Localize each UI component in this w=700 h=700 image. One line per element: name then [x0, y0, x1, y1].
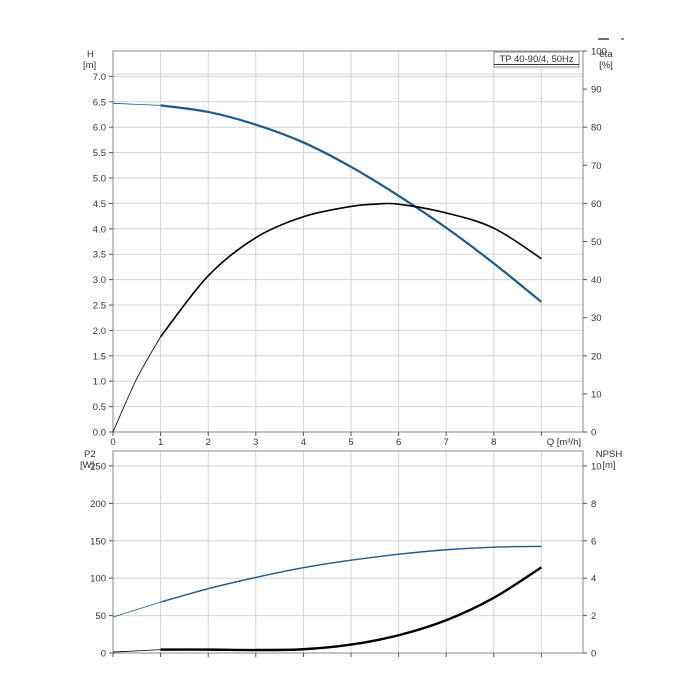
left-axis-title: P2: [84, 449, 96, 460]
left-tick-label: 3.5: [93, 250, 106, 261]
left-tick-label: 5.0: [93, 174, 106, 185]
left-tick-label: 4.5: [93, 199, 106, 210]
x-axis-label: Q [m³/h]: [547, 437, 581, 448]
right-axis-title: NPSH: [596, 449, 623, 460]
x-tick-label: 6: [396, 437, 401, 448]
left-tick-label: 0: [101, 649, 106, 660]
right-tick-label: 2: [591, 611, 596, 622]
left-tick-label: 2.5: [93, 301, 106, 312]
series-line-primary: [160, 104, 543, 303]
x-tick-label: 8: [491, 437, 496, 448]
series-line-primary-start: [112, 601, 161, 618]
right-tick-label: 60: [591, 199, 602, 210]
left-tick-label: 0.0: [93, 428, 106, 439]
left-tick-label: 200: [90, 499, 106, 510]
left-axis-title: H: [87, 49, 94, 60]
x-tick-label: 1: [158, 437, 163, 448]
left-tick-label: 7.0: [93, 72, 106, 83]
x-tick-label: 3: [253, 437, 258, 448]
left-tick-label: 1.5: [93, 351, 106, 362]
left-tick-label: 50: [95, 611, 106, 622]
series-line-secondary-start: [112, 649, 161, 653]
right-tick-label: 0: [591, 428, 596, 439]
right-tick-label: 70: [591, 161, 602, 172]
left-tick-label: 150: [90, 536, 106, 547]
right-tick-label: 10: [591, 461, 602, 472]
x-tick-label: 4: [301, 437, 306, 448]
x-tick-label: 5: [348, 437, 353, 448]
left-tick-label: 6.5: [93, 97, 106, 108]
series-line-primary-start: [112, 102, 161, 106]
plot-frame: [112, 450, 584, 654]
chart-title: TP 40-90/4, 50Hz: [499, 54, 574, 65]
series-line-secondary: [159, 202, 542, 338]
right-tick-label: 10: [591, 389, 602, 400]
left-axis-unit: [W]: [80, 460, 94, 471]
right-tick-label: 8: [591, 499, 596, 510]
right-tick-label: 90: [591, 85, 602, 96]
right-axis-unit: [%]: [599, 60, 613, 71]
right-tick-label: 6: [591, 536, 596, 547]
left-tick-label: 6.0: [93, 123, 106, 134]
right-tick-label: 100: [591, 47, 607, 58]
x-tick-label: 7: [444, 437, 449, 448]
right-tick-label: 40: [591, 275, 602, 286]
right-tick-label: 80: [591, 123, 602, 134]
left-tick-label: 1.0: [93, 377, 106, 388]
left-tick-label: 100: [90, 574, 106, 585]
right-tick-label: 4: [591, 574, 596, 585]
upper-chart-panel: 0.0 0.5 1.0 1.5 2.0 2.5 3.0 3.5 4.0 4.5 5.0 5.5 6.0 6…: [83, 47, 613, 449]
left-tick-label: 0.5: [93, 402, 106, 413]
series-line-primary: [160, 545, 542, 603]
left-tick-label: 4.0: [93, 224, 106, 235]
right-tick-label: 0: [591, 649, 596, 660]
right-axis-unit: [m]: [602, 460, 615, 471]
right-tick-label: 20: [591, 351, 602, 362]
left-tick-label: 2.0: [93, 326, 106, 337]
left-tick-label: 3.0: [93, 275, 106, 286]
legend-box: [493, 51, 580, 68]
left-axis-unit: [m]: [83, 60, 96, 71]
left-tick-label: 250: [90, 461, 106, 472]
left-tick-label: 5.5: [93, 148, 106, 159]
series-line-secondary-start: [112, 336, 161, 433]
x-tick-label: 2: [206, 437, 211, 448]
right-axis-title: eta: [599, 49, 613, 60]
right-tick-label: 50: [591, 237, 602, 248]
lower-chart-panel: 0 50 100 150 200 250 0 2 4 6 8 10 P2[W] NPSH[m]: [80, 449, 622, 660]
series-line-secondary: [160, 566, 543, 652]
right-tick-label: 30: [591, 313, 602, 324]
x-tick-label: 0: [110, 437, 115, 448]
